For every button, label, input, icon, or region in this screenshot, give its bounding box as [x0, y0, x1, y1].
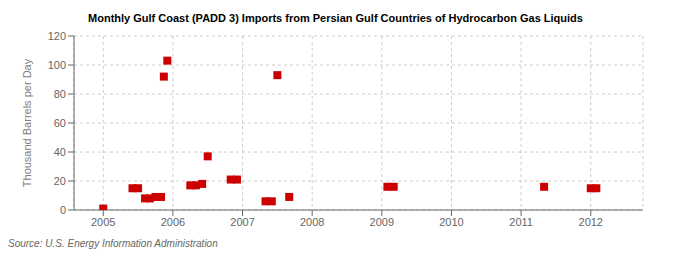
svg-text:120: 120	[48, 30, 66, 42]
svg-text:2011: 2011	[509, 216, 533, 228]
svg-text:Thousand Barrels per Day: Thousand Barrels per Day	[21, 58, 33, 187]
svg-text:20: 20	[54, 175, 66, 187]
svg-text:80: 80	[54, 88, 66, 100]
svg-text:0: 0	[60, 204, 66, 216]
svg-text:2006: 2006	[161, 216, 185, 228]
svg-text:2008: 2008	[300, 216, 324, 228]
svg-text:2009: 2009	[370, 216, 394, 228]
svg-text:60: 60	[54, 117, 66, 129]
svg-text:40: 40	[54, 146, 66, 158]
svg-text:100: 100	[48, 59, 66, 71]
html-text:Source: U.S. Energy Informatio: Source: U.S. Energy Information Administ…	[8, 238, 218, 249]
html-text:Monthly Gulf Coast (PADD 3) Im: Monthly Gulf Coast (PADD 3) Imports from…	[88, 12, 583, 24]
svg-text:2007: 2007	[230, 216, 254, 228]
svg-text:2005: 2005	[91, 216, 115, 228]
svg-text:2012: 2012	[579, 216, 603, 228]
svg-text:2010: 2010	[439, 216, 463, 228]
